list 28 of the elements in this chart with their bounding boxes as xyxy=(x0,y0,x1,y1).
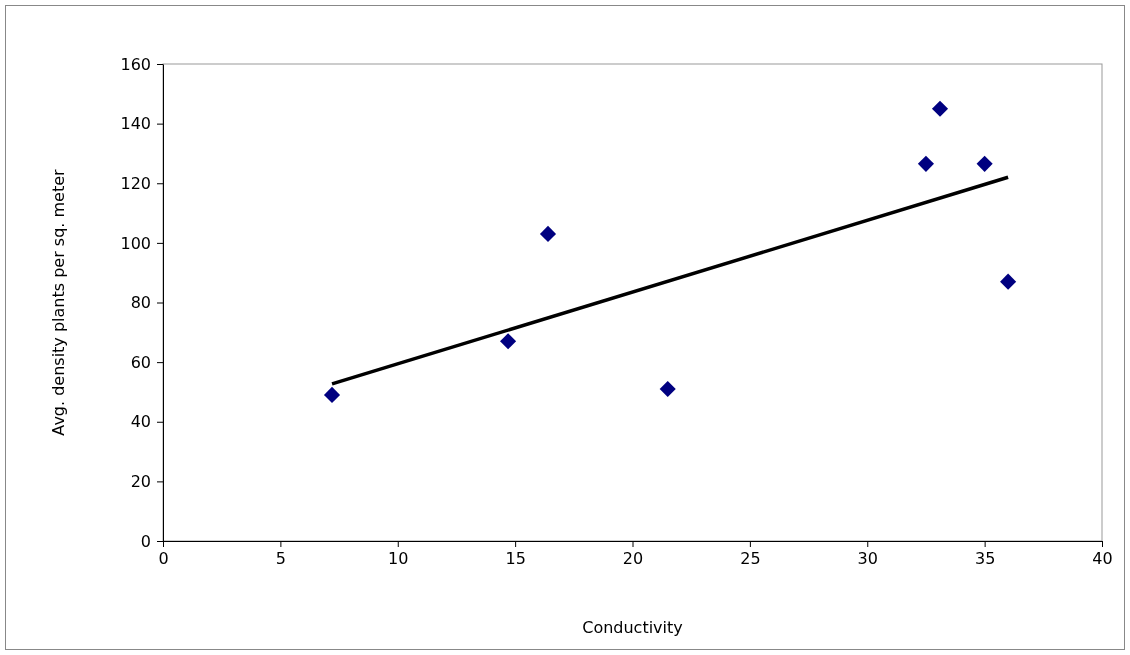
y-tick-label: 160 xyxy=(120,54,151,74)
x-tick-label: 30 xyxy=(857,549,878,569)
point xyxy=(659,380,676,398)
x-tick-label: 25 xyxy=(740,549,761,569)
x-tick-label: 20 xyxy=(622,549,644,569)
y-tick-label: 60 xyxy=(130,352,151,372)
point xyxy=(500,333,517,350)
y-tick-label: 100 xyxy=(120,233,151,253)
y-tick-label: 140 xyxy=(120,114,151,134)
y-tick-label: 80 xyxy=(130,293,151,313)
x-tick-label: 15 xyxy=(505,549,526,569)
point xyxy=(917,155,934,172)
point xyxy=(323,386,341,403)
point xyxy=(976,155,993,172)
x-tick-label: 10 xyxy=(388,549,409,569)
x-tick-label: 35 xyxy=(974,549,996,569)
point xyxy=(539,225,557,242)
y-tick-label: 20 xyxy=(130,471,151,491)
point xyxy=(1000,273,1017,290)
point xyxy=(931,100,949,117)
x-axis-title: Conductivity xyxy=(582,618,683,637)
y-tick-label: 40 xyxy=(130,412,151,432)
y-tick-label: 0 xyxy=(140,531,151,551)
y-axis-title: Avg. density plants per sq. meter xyxy=(49,168,68,436)
x-tick-label: 40 xyxy=(1092,549,1113,569)
y-tick-label: 120 xyxy=(120,173,151,193)
x-tick-label: 5 xyxy=(275,549,286,569)
x-tick-label: 0 xyxy=(158,549,169,569)
